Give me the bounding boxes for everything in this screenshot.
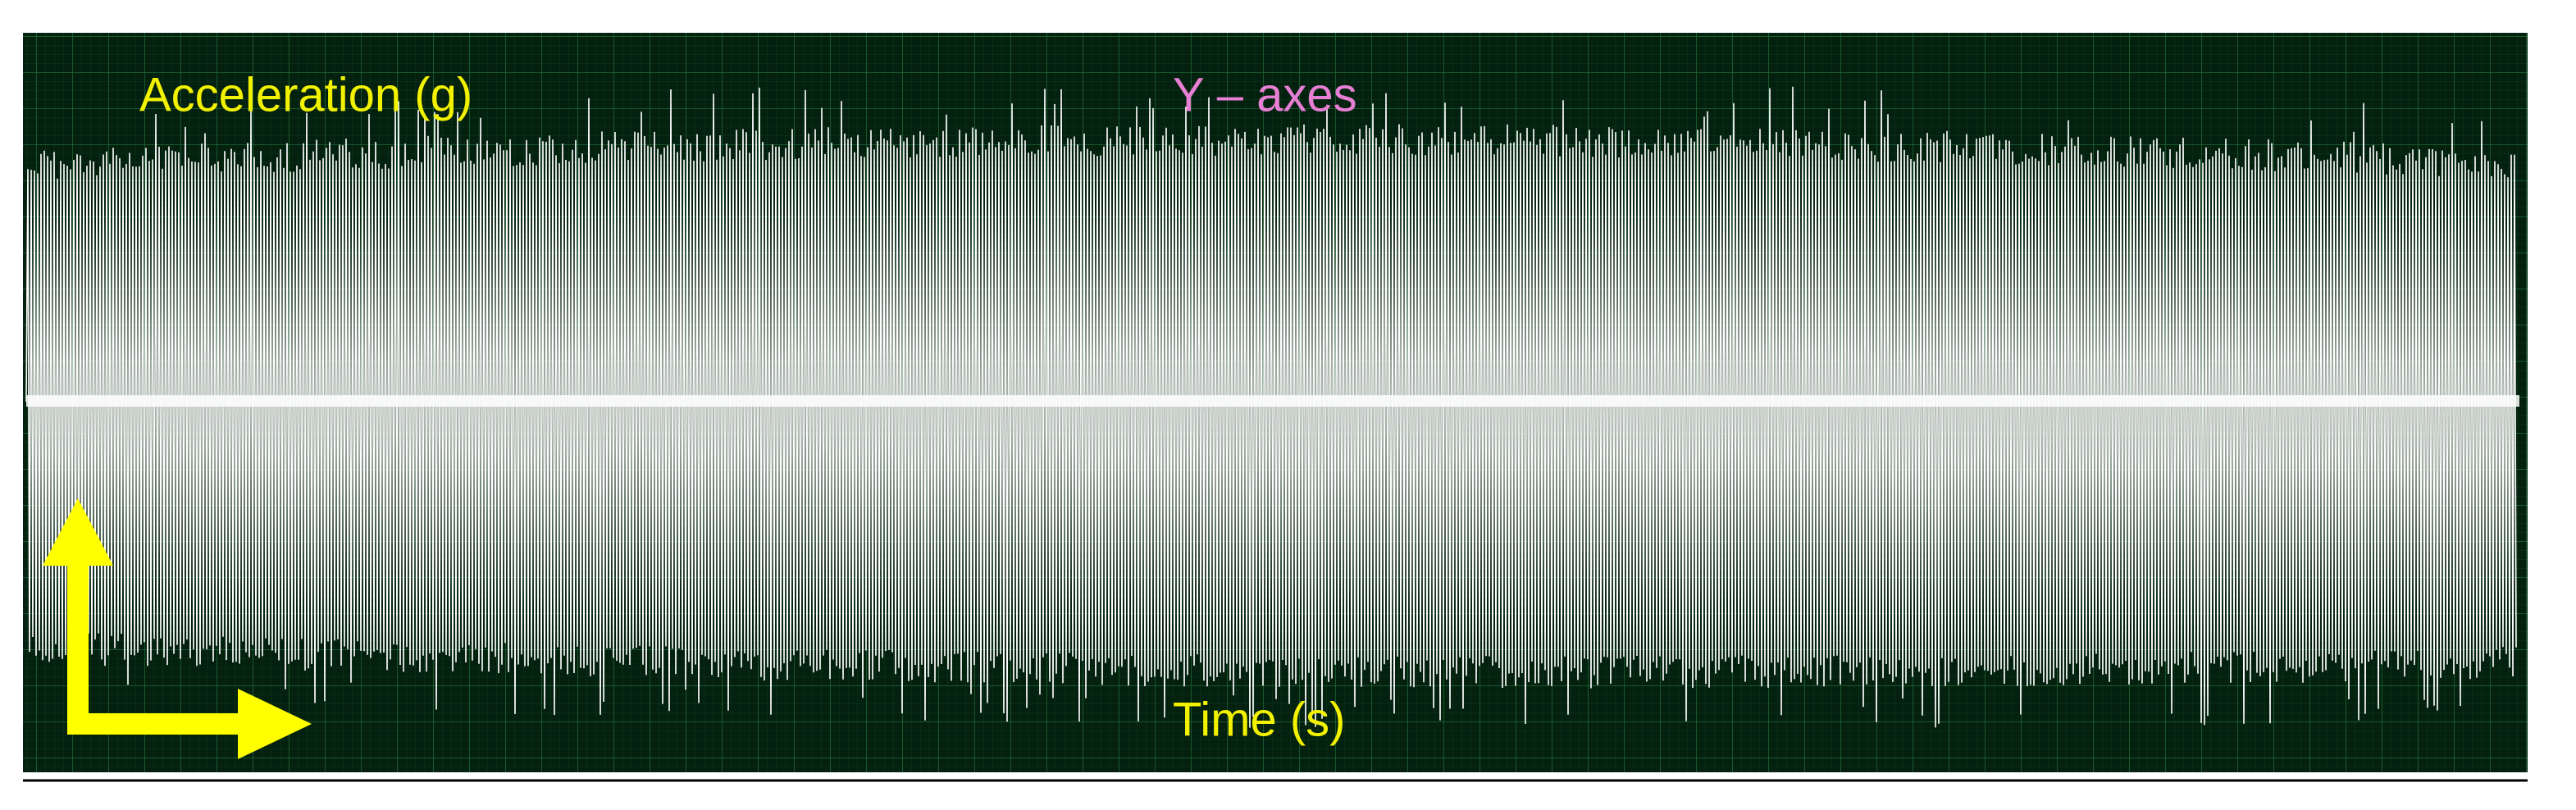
- x-axis-label: Time (s): [1173, 693, 1345, 746]
- chart-title: Y – axes: [1173, 68, 1357, 121]
- x-arrow-head: [238, 689, 312, 759]
- y-axis-label: Acceleration (g): [139, 68, 472, 121]
- waveform: [25, 86, 2519, 728]
- axes-arrows: [43, 498, 312, 759]
- y-arrow-shaft: [67, 541, 89, 735]
- signal-trace: [25, 86, 2517, 728]
- baseline-band: [26, 395, 2519, 407]
- x-arrow-shaft: [67, 713, 244, 735]
- y-arrow-head: [43, 498, 113, 566]
